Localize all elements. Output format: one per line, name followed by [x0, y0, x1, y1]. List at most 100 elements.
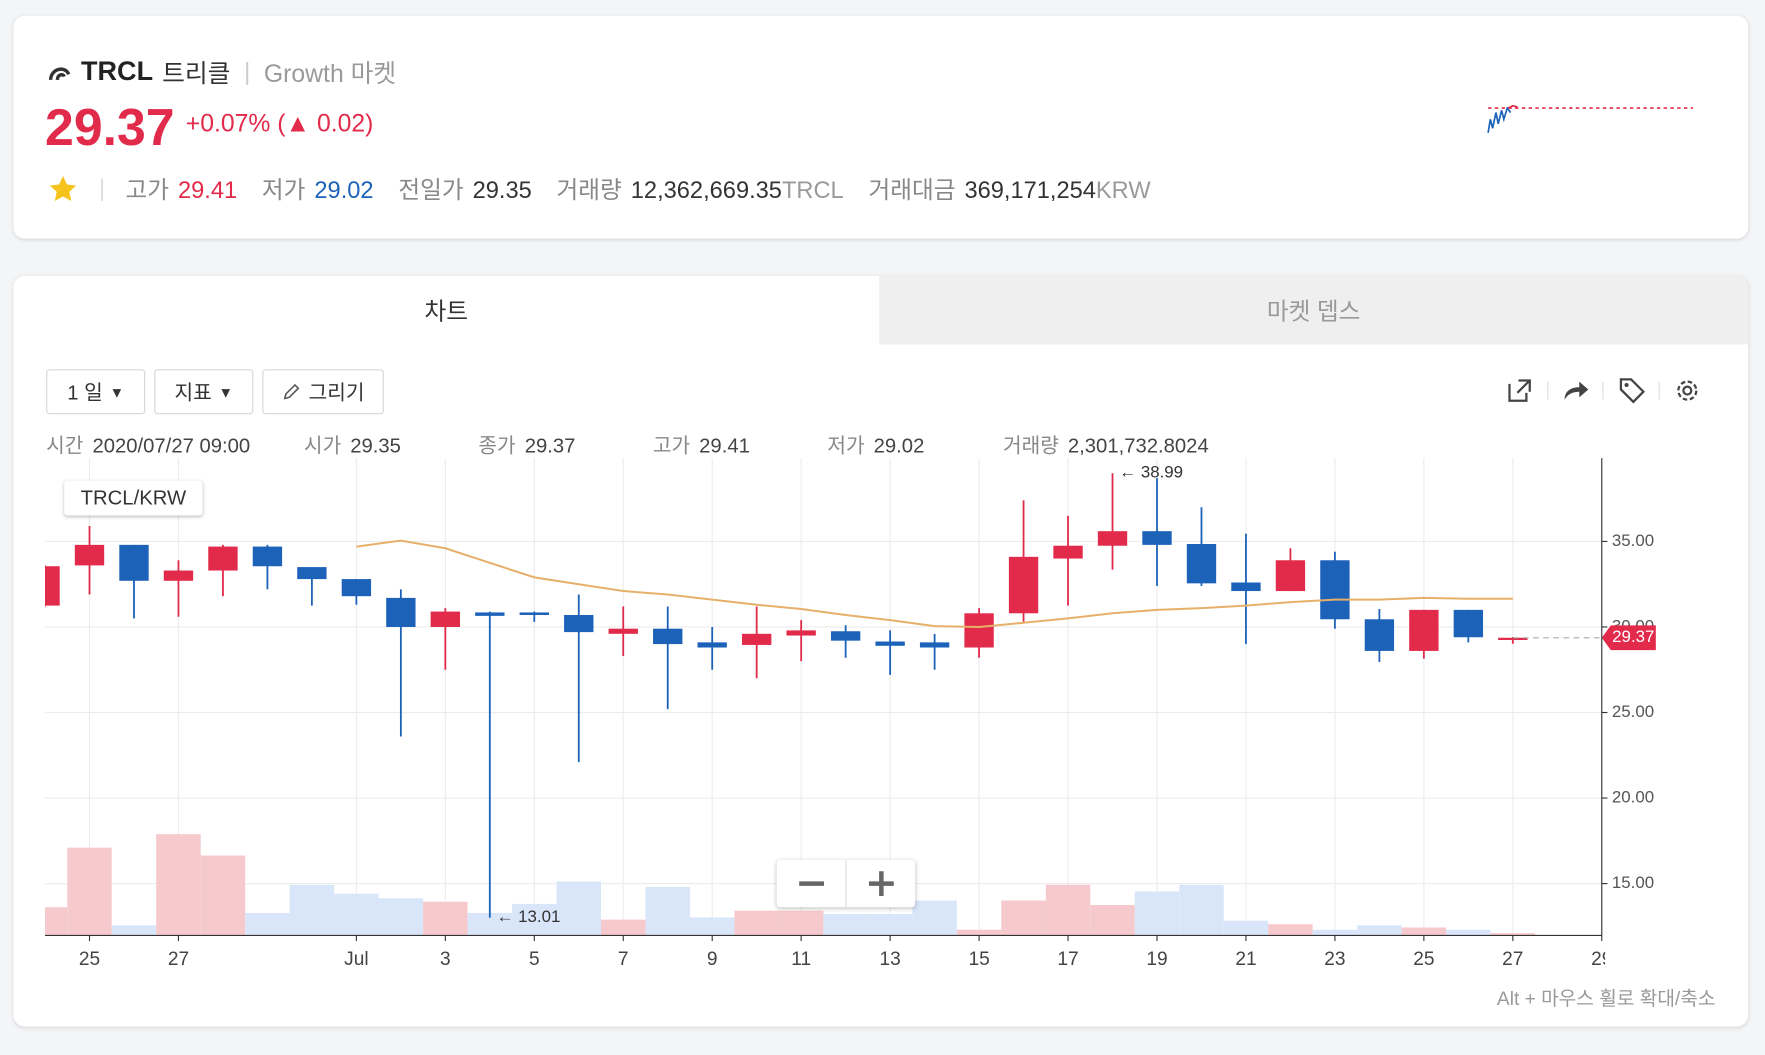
stats-row: | 고가 29.41 저가 29.02 전일가 29.35 거래량 12,362,669.35…	[47, 172, 1175, 206]
volume-bar	[67, 847, 112, 936]
stat: 저가 29.02	[262, 178, 374, 204]
info-label: 거래량	[1002, 434, 1059, 458]
info-value: 29.41	[699, 434, 750, 458]
candle-body	[830, 631, 861, 641]
candle-body	[1320, 560, 1350, 620]
stat: 거래대금 369,171,254KRW	[868, 178, 1150, 204]
dropdown-arrow: ▼	[218, 383, 234, 401]
y-tick-label: 25.00	[1612, 702, 1654, 721]
candle-body	[1275, 560, 1306, 592]
candle-body	[1409, 609, 1439, 651]
x-tick-label: 9	[707, 949, 718, 970]
symbol: TRCL	[81, 56, 154, 87]
indicator-label: 지표	[174, 381, 212, 405]
summary-card	[13, 15, 1749, 239]
stat-value: 12,362,669.35	[630, 177, 782, 204]
interval-button[interactable]: 1 일 ▼	[46, 369, 146, 415]
popout-icon[interactable]	[1508, 379, 1531, 402]
share-icon[interactable]	[1564, 381, 1589, 400]
volume-bar	[45, 907, 68, 936]
draw-button[interactable]: 그리기	[262, 369, 384, 415]
volume-bar	[156, 834, 201, 936]
y-tick-label: 20.00	[1612, 787, 1654, 806]
volume-bar	[1401, 927, 1447, 936]
volume-bar	[956, 929, 1002, 936]
candle-body	[297, 567, 327, 580]
favorite-star[interactable]	[47, 173, 79, 205]
volume-bar	[1446, 929, 1491, 936]
volume-bar	[1357, 925, 1402, 936]
tab-chart[interactable]: 차트	[424, 298, 469, 325]
info-low: 저가 29.02	[827, 430, 924, 459]
info-value: 2020/07/27 09:00	[92, 434, 251, 458]
candle-body	[519, 612, 549, 616]
y-tick-label: 15.00	[1612, 873, 1654, 892]
volume-bar	[1134, 891, 1180, 936]
volume-bar	[245, 912, 290, 936]
info-label: 시가	[303, 434, 342, 458]
volume-bar	[467, 912, 513, 936]
separator: |	[243, 57, 251, 86]
x-tick-label: 3	[440, 949, 451, 970]
indicator-button[interactable]: 지표 ▼	[154, 369, 254, 415]
volume-bar	[1090, 904, 1135, 936]
tag-icon[interactable]	[1619, 378, 1646, 404]
y-tick-label: 35.00	[1612, 531, 1654, 550]
candle-body	[45, 566, 60, 606]
volume-bar	[1045, 884, 1091, 936]
info-value: 29.35	[350, 434, 401, 458]
pair-label: TRCL/KRW	[64, 480, 203, 516]
moving-average	[356, 539, 1513, 628]
info-value: 29.02	[873, 434, 925, 458]
volume-bar	[734, 910, 779, 936]
volume-bar	[645, 886, 690, 936]
change: (▲ 0.02)	[277, 109, 374, 138]
separator: |	[99, 175, 106, 202]
tab-depth[interactable]: 마켓 뎁스	[879, 275, 1749, 345]
candle-body	[252, 546, 283, 567]
zoom-out[interactable]	[777, 859, 847, 908]
info-open: 시가 29.35	[304, 430, 401, 459]
x-tick-label: 19	[1146, 949, 1167, 970]
candle-body	[964, 613, 994, 648]
zoom-in[interactable]	[846, 860, 915, 907]
sparkline	[1487, 104, 1693, 133]
x-tick-label: 27	[1502, 949, 1523, 970]
coin-name: 트리클	[162, 59, 231, 88]
info-label: 저가	[827, 434, 865, 458]
change-percent: +0.07%	[185, 109, 271, 138]
toolbar-icons	[1508, 378, 1698, 404]
volume-bar	[867, 913, 913, 936]
candle-body	[341, 579, 372, 597]
volume-bar	[1490, 933, 1536, 936]
x-tick-label: 11	[791, 949, 811, 970]
volume-bar	[378, 898, 424, 936]
settings-icon[interactable]	[1677, 380, 1698, 401]
stats: 고가 29.41 저가 29.02 전일가 29.35 거래량 12,362,669.35TR…	[125, 172, 1175, 206]
info-label: 고가	[652, 434, 691, 458]
stat-value: 369,171,254	[964, 177, 1096, 204]
info-label: 종가	[478, 434, 516, 458]
x-tick-label: 23	[1324, 949, 1345, 970]
x-tick-label: Jul	[344, 949, 368, 970]
stat-label: 고가	[125, 177, 169, 204]
x-tick-label: 27	[168, 949, 189, 970]
volume-bar	[778, 910, 824, 936]
candle-body	[208, 546, 238, 571]
annotation: ← 38.99	[1119, 463, 1183, 482]
candle-body	[1053, 545, 1083, 559]
stat: 전일가 29.35	[398, 178, 531, 204]
volume-bar	[1223, 920, 1269, 936]
candle-body	[1453, 609, 1484, 638]
candle-body	[386, 597, 416, 627]
stat-label: 전일가	[398, 177, 464, 204]
candle-body	[1231, 582, 1261, 592]
x-tick-label: 25	[1413, 949, 1434, 970]
stat-unit: KRW	[1095, 177, 1151, 204]
volume-bar	[912, 900, 957, 936]
dropdown-arrow: ▼	[109, 383, 125, 401]
candle-body	[1008, 556, 1039, 614]
minus-icon	[798, 881, 824, 886]
zoom-hint: Alt + 마우스 휠로 확대/축소	[1496, 988, 1716, 1010]
